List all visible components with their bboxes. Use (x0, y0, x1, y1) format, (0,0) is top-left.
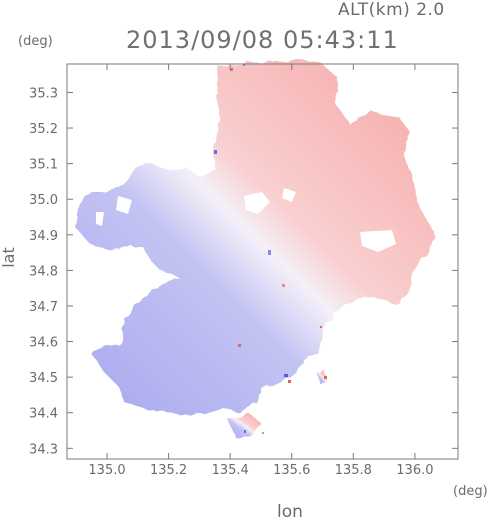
lon-tick-label: 135.4 (212, 463, 249, 478)
lat-tick-label: 35.0 (29, 193, 58, 208)
plot-frame (66, 63, 459, 460)
lon-axis-ticks: 135.0 135.2 135.4 135.6 135.8 136.0 (88, 64, 434, 478)
lon-tick-label: 135.6 (273, 463, 310, 478)
echo-region (76, 60, 434, 438)
timestamp-title: 2013/09/08 05:43:11 (126, 26, 399, 54)
lon-tick-label: 135.2 (150, 463, 187, 478)
lat-tick-label: 35.1 (29, 158, 58, 173)
lat-tick-label: 34.9 (29, 229, 58, 244)
lat-unit-label: (deg) (18, 34, 53, 49)
echo-gaps (96, 188, 396, 252)
lat-axis-ticks: 35.3 35.2 35.1 35.0 34.9 34.8 34.7 34.6 34.5 34.4… (29, 86, 458, 457)
lon-tick-label: 135.0 (88, 463, 125, 478)
lat-tick-label: 35.2 (29, 122, 58, 137)
lon-tick-label: 136.0 (396, 463, 433, 478)
lat-tick-label: 34.6 (29, 336, 58, 351)
lon-axis-label: lon (277, 502, 303, 522)
lat-tick-label: 34.4 (29, 407, 58, 422)
lat-tick-label: 35.3 (29, 86, 58, 101)
noise-speckles (214, 64, 327, 434)
lon-tick-label: 135.8 (335, 463, 372, 478)
altitude-label: ALT(km) 2.0 (338, 0, 445, 20)
lon-unit-label: (deg) (453, 484, 488, 499)
lat-tick-label: 34.3 (29, 442, 58, 457)
lat-tick-label: 34.5 (29, 371, 58, 386)
lat-tick-label: 34.7 (29, 300, 58, 315)
lat-tick-label: 34.8 (29, 264, 58, 279)
